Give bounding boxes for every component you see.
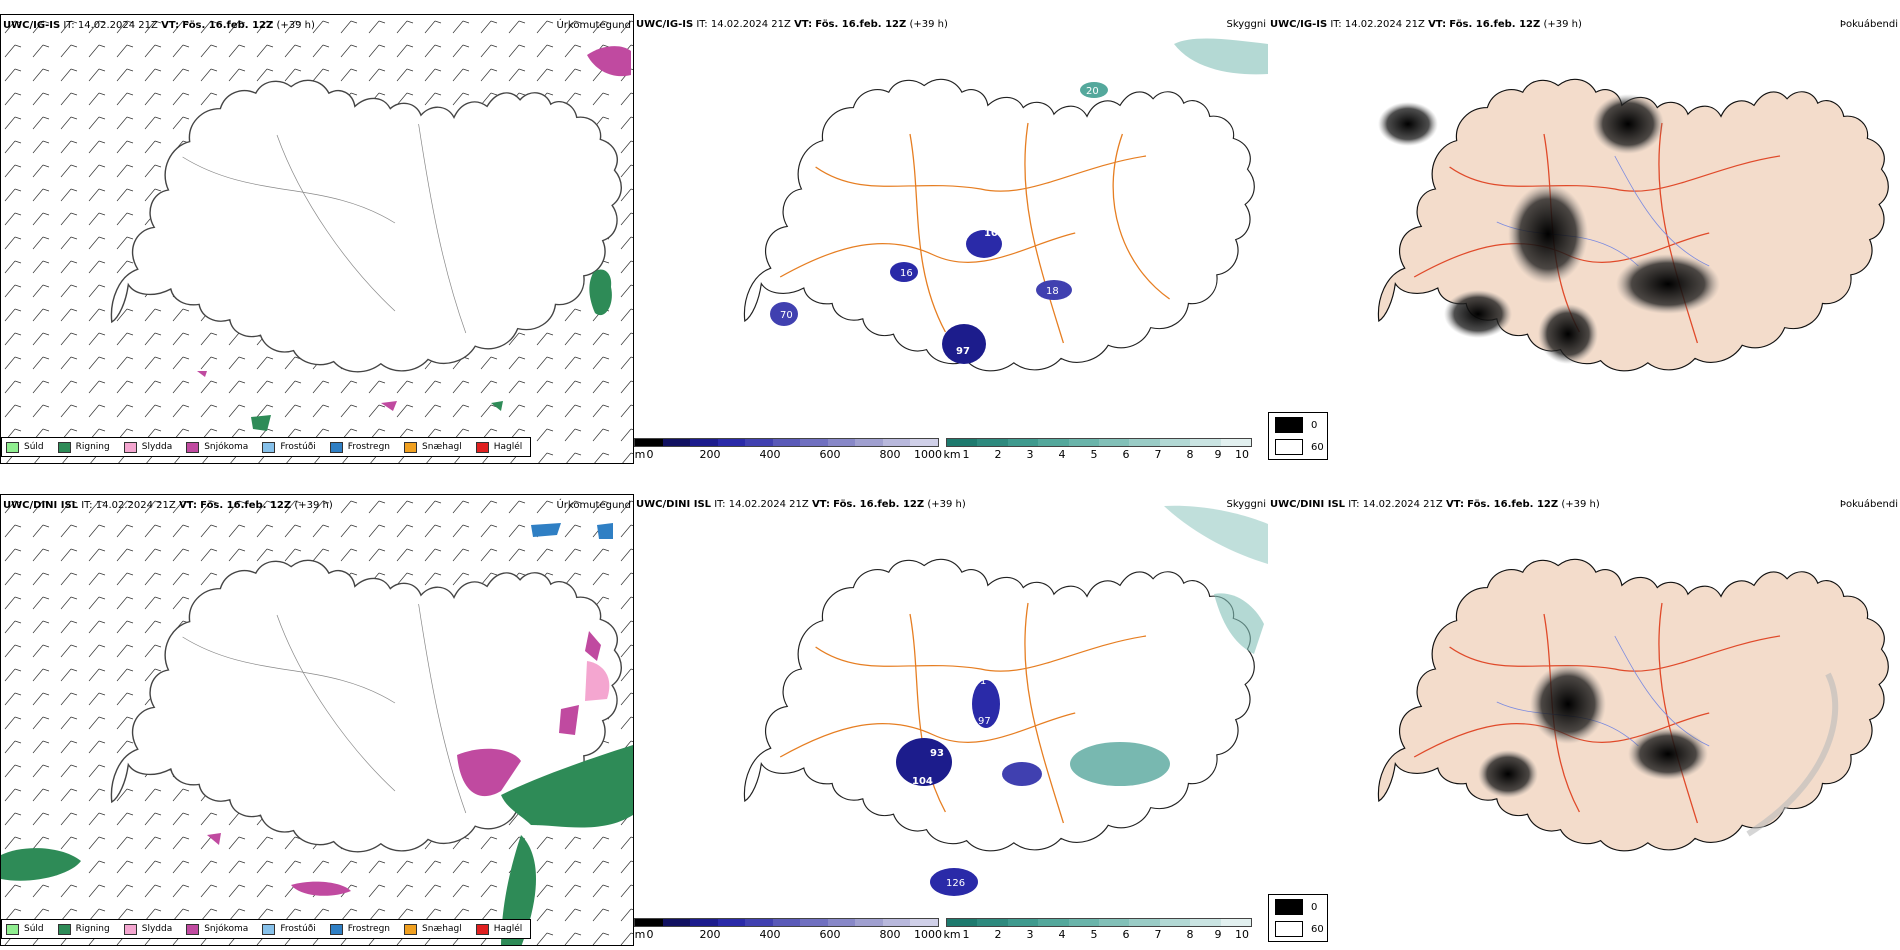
panel-header: UWC/IG-IS IT: 14.02.2024 21Z VT: Fös. 16… [3, 19, 631, 33]
fog-map [1377, 558, 1889, 852]
precip-legend: Súld Rigning Slydda Snjókoma Frostúði Fr… [1, 437, 532, 457]
cloud-label: 97 [978, 716, 991, 727]
fog-legend: 0 60 [1268, 894, 1328, 942]
panel-header: UWC/DINI ISL IT: 14.02.2024 21Z VT: Fös.… [3, 500, 631, 511]
cloud-label: 18 [1046, 286, 1059, 297]
panel-header: UWC/DINI ISL IT: 14.02.2024 21Z VT: Fös.… [1270, 499, 1898, 510]
cloud-label: 106 [984, 228, 1005, 239]
panel-title: Skyggni [1226, 499, 1266, 510]
cloud-label: 126 [946, 878, 965, 889]
cloud-label: 104 [912, 776, 933, 787]
panel-title: Úrkomutegund [556, 500, 631, 511]
panel-title: Þokuábendi [1839, 19, 1898, 30]
vt-value: Fös. 16.feb. 12Z [182, 20, 274, 31]
cloud-label: 1 [980, 676, 986, 687]
legend-item: Frostúði [262, 441, 316, 453]
model-name: UWC/IG-IS [3, 20, 61, 31]
cloud-label: 93 [930, 748, 944, 759]
fog-panel-top: UWC/IG-IS IT: 14.02.2024 21Z VT: Fös. 16… [1268, 14, 1900, 464]
lead-time: (+39 h) [276, 20, 315, 31]
precip-map [1, 495, 633, 945]
precip-legend: Súld Rigning Slydda Snjókoma Frostúði Fr… [1, 919, 532, 939]
panel-title: Skyggni [1226, 19, 1266, 30]
cloud-cell [890, 262, 918, 282]
cloud-cell [896, 738, 952, 786]
legend-item: Frostregn [329, 441, 390, 453]
clouds-panel-top: UWC/IG-IS IT: 14.02.2024 21Z VT: Fös. 16… [634, 14, 1268, 464]
panel-title: Úrkomutegund [556, 20, 631, 31]
fog-legend: 0 60 [1268, 412, 1328, 460]
legend-item: Súld [6, 441, 44, 453]
cloud-label: 16 [900, 268, 913, 279]
clouds-panel-bottom: UWC/DINI ISL IT: 14.02.2024 21Z VT: Fös.… [634, 494, 1268, 946]
cloud-cell [1036, 280, 1072, 300]
cloud-cell [972, 680, 1000, 728]
panel-title: Þokuábendi [1839, 499, 1898, 510]
visibility-scale: km 1 2 3 4 5 6 7 8 9 10 [943, 438, 1252, 461]
legend-item: Haglél [475, 441, 522, 453]
cloud-label: 20 [1086, 86, 1099, 97]
cloud-cell [942, 324, 986, 364]
panel-header: UWC/IG-IS IT: 14.02.2024 21Z VT: Fös. 16… [636, 19, 1266, 30]
visibility-scale: km 1 2 3 4 5 6 7 8 9 10 [943, 918, 1252, 941]
cloud-cell [1080, 82, 1108, 98]
cloud-label: 16 [1054, 770, 1067, 781]
precip-panel-bottom: UWC/DINI ISL IT: 14.02.2024 21Z VT: Fös.… [0, 494, 634, 946]
clouds-map: 93 104 16 97 126 1 [743, 505, 1268, 896]
legend-item: Rigning [57, 441, 110, 453]
precip-panel-top: UWC/IG-IS IT: 14.02.2024 21Z VT: Fös. 16… [0, 14, 634, 464]
ceiling-scale: m 0 200 400 600 800 1000 [634, 438, 942, 461]
vt-label: VT: [161, 20, 180, 31]
panel-header: UWC/DINI ISL IT: 14.02.2024 21Z VT: Fös.… [636, 499, 1266, 510]
it-value: 14.02.2024 21Z [77, 20, 158, 31]
legend-item: Slydda [123, 441, 172, 453]
legend-item: Snæhagl [404, 441, 462, 453]
fog-map [1377, 78, 1889, 372]
cloud-cell [930, 868, 978, 896]
ceiling-scale: m 0 200 400 600 800 1000 [634, 918, 942, 941]
cloud-cell [966, 230, 1002, 258]
cloud-cell [770, 302, 798, 326]
rain-area [589, 269, 612, 316]
legend-item: Snjókoma [186, 441, 248, 453]
cloud-label: 70 [780, 310, 793, 321]
panel-header: UWC/IG-IS IT: 14.02.2024 21Z VT: Fös. 16… [1270, 19, 1898, 30]
it-label: IT: [63, 20, 75, 31]
cloud-cell [1070, 742, 1170, 786]
fog-panel-bottom: UWC/DINI ISL IT: 14.02.2024 21Z VT: Fös.… [1268, 494, 1900, 946]
precip-map [1, 15, 633, 463]
cloud-label: 5 [944, 386, 950, 397]
cloud-cell [1002, 762, 1042, 786]
snow-area [587, 46, 631, 77]
clouds-map: 106 97 18 20 70 16 5 [743, 38, 1268, 397]
cloud-label: 97 [956, 346, 970, 357]
